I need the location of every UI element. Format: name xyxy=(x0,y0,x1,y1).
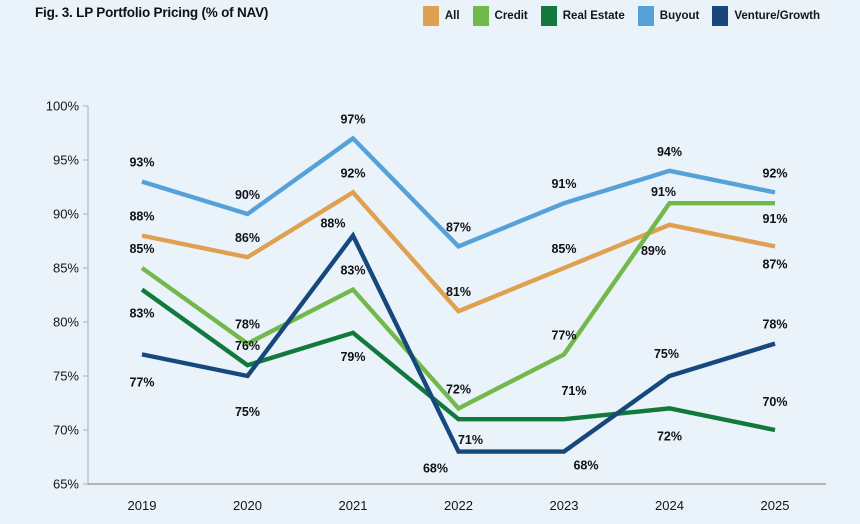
data-label: 71% xyxy=(458,433,483,447)
legend-swatch-icon xyxy=(712,6,729,26)
legend-swatch-icon xyxy=(422,6,439,26)
data-label: 71% xyxy=(561,384,586,398)
series-line-real-estate xyxy=(140,287,776,433)
x-tick-label: 2024 xyxy=(655,498,684,513)
legend-label: Credit xyxy=(494,10,528,22)
legend-item-credit: Credit xyxy=(472,6,528,26)
data-label: 85% xyxy=(551,242,576,256)
data-label: 86% xyxy=(235,231,260,245)
series-line-buyout xyxy=(141,135,776,249)
legend-item-real-estate: Real Estate xyxy=(540,6,625,26)
figure-title: Fig. 3. LP Portfolio Pricing (% of NAV) xyxy=(35,5,269,20)
data-label: 83% xyxy=(129,307,154,321)
data-label: 75% xyxy=(654,347,679,361)
x-tick-label: 2023 xyxy=(550,498,579,513)
legend-item-buyout: Buyout xyxy=(637,6,700,26)
x-tick-label: 2020 xyxy=(233,498,262,513)
data-label: 91% xyxy=(762,212,787,226)
data-label: 68% xyxy=(423,462,448,476)
legend-label: Buyout xyxy=(659,10,700,22)
y-tick-label: 90% xyxy=(53,207,79,222)
data-label: 70% xyxy=(762,395,787,409)
data-label: 87% xyxy=(446,220,471,234)
data-label: 85% xyxy=(129,242,154,256)
y-tick-label: 95% xyxy=(53,153,79,168)
y-tick-label: 85% xyxy=(53,261,79,276)
data-label: 94% xyxy=(657,145,682,159)
data-label: 79% xyxy=(340,350,365,364)
series-line-credit xyxy=(140,200,775,412)
data-label: 77% xyxy=(129,375,154,389)
x-tick-label: 2019 xyxy=(128,498,157,513)
y-tick-label: 65% xyxy=(53,477,79,492)
x-tick-label: 2022 xyxy=(444,498,473,513)
data-label: 76% xyxy=(235,339,260,353)
legend-swatch-icon xyxy=(540,6,557,26)
legend-label: Real Estate xyxy=(562,10,625,22)
y-tick-label: 80% xyxy=(53,315,79,330)
data-label: 91% xyxy=(651,185,676,199)
legend-item-all: All xyxy=(422,6,460,26)
chart-legend: All Credit Real Estate Buyout Venture/Growth xyxy=(422,6,820,26)
y-tick-label: 100% xyxy=(46,99,80,114)
data-label: 81% xyxy=(446,285,471,299)
data-label: 68% xyxy=(573,459,598,473)
data-label: 78% xyxy=(235,318,260,332)
series-line-venture-growth xyxy=(141,231,776,454)
legend-label: Venture/Growth xyxy=(734,10,820,22)
data-label: 92% xyxy=(762,166,787,180)
legend-swatch-icon xyxy=(637,6,654,26)
data-label: 75% xyxy=(235,405,260,419)
legend-swatch-icon xyxy=(472,6,489,26)
data-label: 77% xyxy=(551,328,576,342)
x-tick-label: 2025 xyxy=(761,498,790,513)
y-tick-label: 75% xyxy=(53,369,79,384)
data-label: 88% xyxy=(320,217,345,231)
data-label: 89% xyxy=(641,244,666,258)
data-label: 72% xyxy=(446,382,471,396)
data-label: 88% xyxy=(129,210,154,224)
legend-item-venture-growth: Venture/Growth xyxy=(712,6,820,26)
data-label: 93% xyxy=(129,156,154,170)
data-label: 91% xyxy=(551,177,576,191)
data-label: 72% xyxy=(657,429,682,443)
legend-label: All xyxy=(444,10,460,22)
data-label: 78% xyxy=(762,318,787,332)
y-tick-label: 70% xyxy=(53,423,79,438)
data-label: 92% xyxy=(340,166,365,180)
data-label: 87% xyxy=(762,257,787,271)
data-label: 83% xyxy=(340,264,365,278)
x-tick-label: 2021 xyxy=(339,498,368,513)
series-line-all xyxy=(141,189,776,314)
data-label: 97% xyxy=(340,112,365,126)
data-label: 90% xyxy=(235,188,260,202)
